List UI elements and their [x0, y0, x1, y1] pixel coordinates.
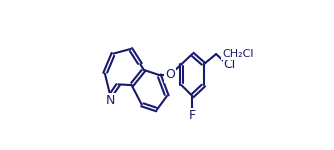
- Text: F: F: [189, 109, 196, 122]
- Text: Cl: Cl: [224, 58, 236, 71]
- Text: O: O: [165, 69, 175, 81]
- Text: N: N: [106, 94, 115, 107]
- Text: CH₂Cl: CH₂Cl: [222, 49, 254, 59]
